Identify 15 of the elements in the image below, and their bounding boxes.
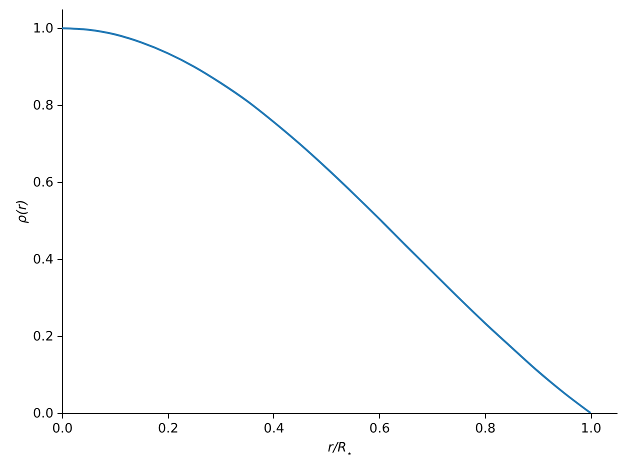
y-tick-label: 0.0 — [32, 406, 54, 422]
y-tick-label: 0.2 — [32, 330, 54, 345]
line-series — [62, 27, 592, 413]
y-tick-label: 0.8 — [32, 98, 54, 114]
x-tick-label: 0.2 — [158, 422, 179, 436]
y-tick-label: 1.0 — [32, 22, 54, 37]
x-tick-label: 0.6 — [369, 422, 390, 436]
x-tick-label: 0.8 — [475, 422, 496, 436]
y-axis-title: ρ(r) — [14, 200, 30, 224]
x-tick-label: 0.4 — [264, 422, 284, 436]
x-tick-label: 1.0 — [580, 422, 602, 436]
x-tick-label: 0.0 — [52, 422, 73, 436]
y-tick-label: 0.6 — [32, 176, 54, 191]
x-axis-title: r/R$_{⋆}$ — [328, 440, 352, 460]
y-tick-label: 0.4 — [32, 252, 54, 268]
